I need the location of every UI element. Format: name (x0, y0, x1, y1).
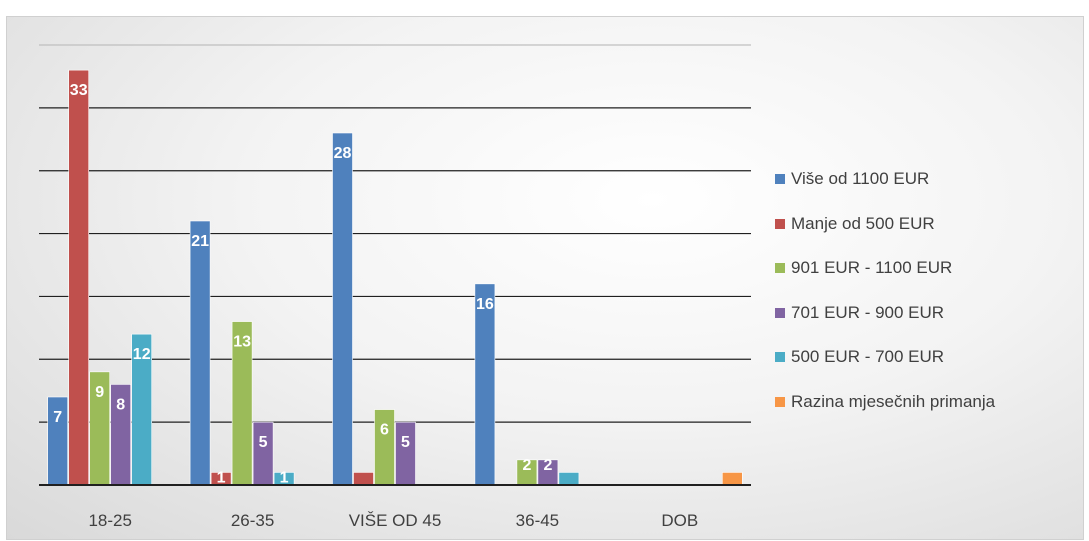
legend-swatch (775, 352, 785, 363)
legend-swatch (775, 396, 785, 407)
data-label: 5 (401, 434, 410, 451)
legend-swatch (775, 174, 785, 185)
legend-label: 500 EUR - 700 EUR (791, 347, 945, 367)
x-tick-label: 18-25 (88, 511, 131, 530)
legend-swatch (775, 218, 785, 229)
chart-area: 7 21 28 16 33 1 9 13 6 2 8 5 5 2 12 1 18-25 26-35 VIŠE OD … (6, 16, 1084, 540)
data-label: 16 (476, 296, 494, 313)
data-label: 9 (95, 384, 104, 401)
data-label: 2 (522, 457, 531, 474)
bar (558, 472, 580, 486)
data-label: 2 (543, 457, 552, 474)
legend-label: Više od 1100 EUR (791, 169, 930, 189)
data-label: 28 (334, 145, 352, 162)
legend-item: Razina mjesečnih primanja (775, 380, 1089, 425)
data-label: 7 (53, 409, 62, 426)
data-label: 1 (280, 469, 289, 486)
legend-item: Više od 1100 EUR (775, 157, 1089, 202)
x-tick-label: 26-35 (231, 511, 274, 530)
data-label: 1 (217, 469, 226, 486)
x-tick-label: 36-45 (516, 511, 559, 530)
legend-item: 701 EUR - 900 EUR (775, 291, 1089, 336)
legend-label: 901 EUR - 1100 EUR (791, 258, 953, 278)
legend-item: Manje od 500 EUR (775, 202, 1089, 247)
data-label: 21 (191, 233, 209, 250)
bar (353, 472, 374, 486)
x-tick-label: VIŠE OD 45 (349, 511, 442, 530)
data-label: 8 (116, 396, 125, 413)
legend-item: 500 EUR - 700 EUR (775, 335, 1089, 380)
bar (189, 220, 211, 486)
legend-label: 701 EUR - 900 EUR (791, 302, 945, 322)
data-label: 12 (133, 346, 151, 363)
data-label: 33 (70, 82, 88, 99)
bar (474, 283, 496, 486)
data-label: 13 (233, 334, 251, 351)
legend-swatch (775, 263, 785, 274)
bar (332, 132, 353, 486)
data-label: 6 (380, 422, 389, 439)
legend-label: Manje od 500 EUR (791, 213, 935, 233)
legend-label: Razina mjesečnih primanja (791, 391, 996, 411)
x-tick-label: DOB (661, 511, 698, 530)
bar (252, 421, 274, 486)
data-label: 5 (259, 434, 268, 451)
legend-item: 901 EUR - 1100 EUR (775, 246, 1089, 291)
bar (721, 472, 743, 486)
bar (395, 421, 416, 486)
legend: Više od 1100 EUR Manje od 500 EUR 901 EUR … (775, 157, 1089, 424)
legend-swatch (775, 307, 785, 318)
bar (68, 69, 90, 486)
